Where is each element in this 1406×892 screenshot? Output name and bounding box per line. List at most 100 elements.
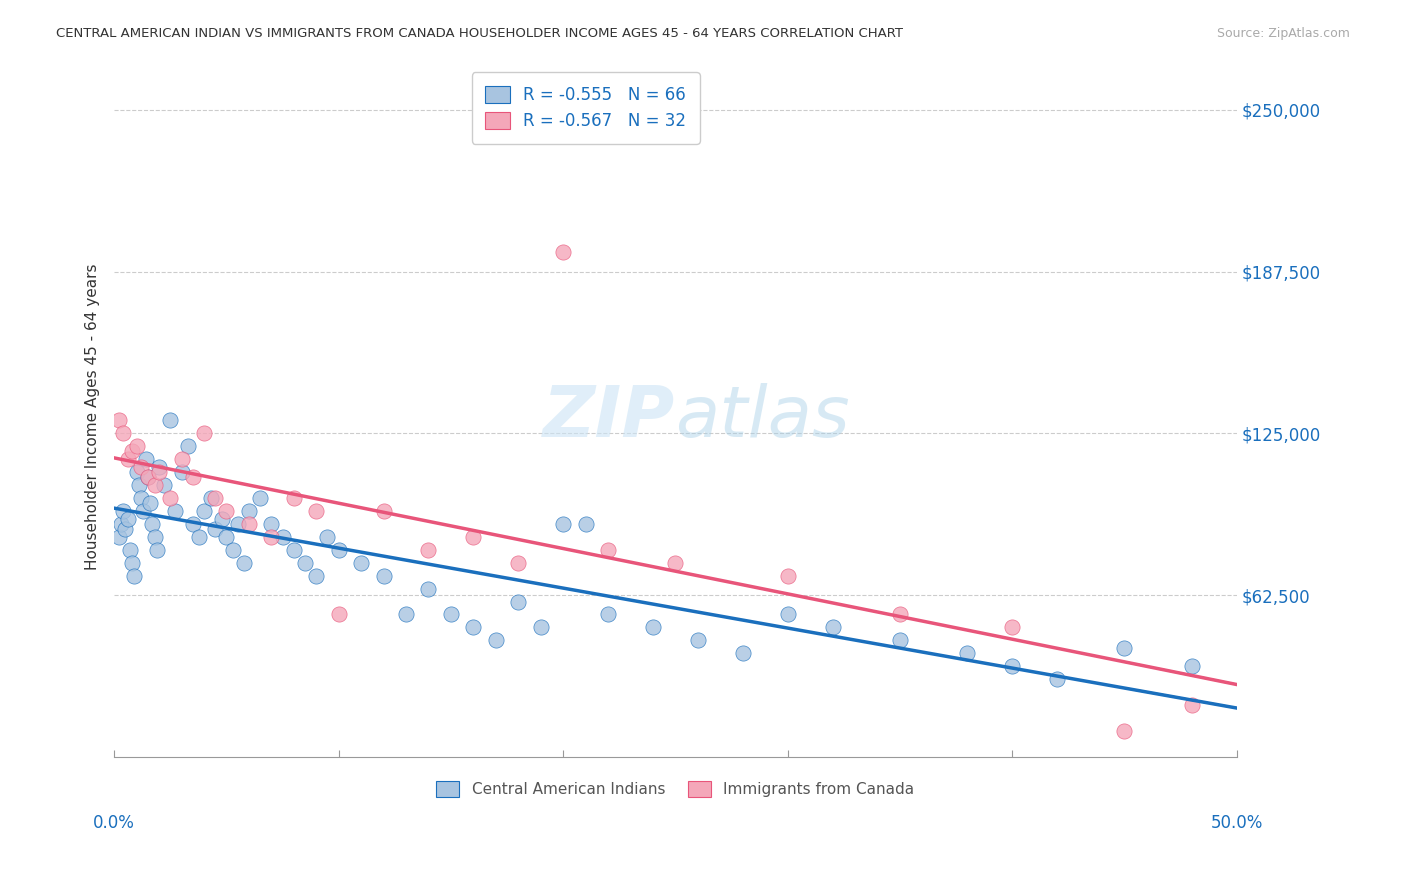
Point: [731, 646, 754, 660]
Point: [249, 491, 271, 505]
Point: [889, 633, 911, 648]
Point: [181, 470, 204, 484]
Point: [776, 607, 799, 622]
Point: [152, 478, 174, 492]
Point: [132, 504, 155, 518]
Point: [776, 568, 799, 582]
Point: [440, 607, 463, 622]
Point: [181, 516, 204, 531]
Point: [125, 465, 148, 479]
Point: [1046, 672, 1069, 686]
Point: [143, 478, 166, 492]
Point: [553, 245, 575, 260]
Point: [530, 620, 553, 634]
Point: [1181, 659, 1204, 673]
Point: [350, 556, 373, 570]
Point: [136, 470, 159, 484]
Point: [283, 542, 305, 557]
Point: [1001, 659, 1024, 673]
Point: [117, 512, 139, 526]
Point: [283, 491, 305, 505]
Point: [125, 439, 148, 453]
Point: [596, 542, 619, 557]
Point: [107, 530, 129, 544]
Point: [148, 459, 170, 474]
Point: [373, 504, 395, 518]
Point: [135, 452, 157, 467]
Point: [200, 491, 222, 505]
Point: [136, 470, 159, 484]
Point: [177, 439, 200, 453]
Point: [124, 568, 146, 582]
Point: [316, 530, 339, 544]
Text: CENTRAL AMERICAN INDIAN VS IMMIGRANTS FROM CANADA HOUSEHOLDER INCOME AGES 45 - 6: CENTRAL AMERICAN INDIAN VS IMMIGRANTS FR…: [56, 27, 903, 40]
Point: [159, 491, 181, 505]
Y-axis label: Householder Income Ages 45 - 64 years: Householder Income Ages 45 - 64 years: [86, 264, 100, 570]
Point: [463, 530, 485, 544]
Point: [193, 504, 215, 518]
Text: atlas: atlas: [675, 383, 851, 451]
Point: [121, 444, 143, 458]
Point: [664, 556, 686, 570]
Point: [129, 459, 152, 474]
Text: ZIP: ZIP: [543, 383, 675, 451]
Point: [141, 516, 163, 531]
Point: [222, 542, 245, 557]
Point: [418, 542, 440, 557]
Point: [271, 530, 294, 544]
Point: [148, 465, 170, 479]
Point: [1114, 723, 1136, 738]
Point: [129, 491, 152, 505]
Point: [204, 491, 226, 505]
Point: [373, 568, 395, 582]
Point: [463, 620, 485, 634]
Point: [159, 413, 181, 427]
Point: [686, 633, 709, 648]
Point: [146, 542, 169, 557]
Point: [117, 452, 139, 467]
Point: [226, 516, 249, 531]
Point: [238, 516, 260, 531]
Point: [889, 607, 911, 622]
Point: [118, 542, 141, 557]
Point: [107, 413, 129, 427]
Point: [1181, 698, 1204, 712]
Point: [508, 556, 530, 570]
Point: [215, 530, 238, 544]
Point: [294, 556, 316, 570]
Point: [238, 504, 260, 518]
Point: [956, 646, 979, 660]
Point: [260, 516, 283, 531]
Point: [395, 607, 418, 622]
Point: [204, 522, 226, 536]
Point: [305, 568, 328, 582]
Point: [121, 556, 143, 570]
Point: [1114, 641, 1136, 656]
Point: [110, 516, 132, 531]
Point: [418, 582, 440, 596]
Point: [508, 594, 530, 608]
Legend: Central American Indians, Immigrants from Canada: Central American Indians, Immigrants fro…: [430, 775, 921, 804]
Point: [143, 530, 166, 544]
Point: [114, 522, 136, 536]
Text: 0.0%: 0.0%: [93, 814, 135, 831]
Text: Source: ZipAtlas.com: Source: ZipAtlas.com: [1216, 27, 1350, 40]
Point: [170, 465, 193, 479]
Point: [128, 478, 150, 492]
Point: [188, 530, 211, 544]
Point: [328, 542, 350, 557]
Point: [260, 530, 283, 544]
Point: [821, 620, 844, 634]
Point: [1001, 620, 1024, 634]
Point: [139, 496, 162, 510]
Point: [112, 504, 135, 518]
Point: [163, 504, 186, 518]
Point: [596, 607, 619, 622]
Point: [193, 426, 215, 441]
Point: [305, 504, 328, 518]
Point: [112, 426, 135, 441]
Point: [211, 512, 233, 526]
Point: [170, 452, 193, 467]
Text: 50.0%: 50.0%: [1211, 814, 1263, 831]
Point: [574, 516, 596, 531]
